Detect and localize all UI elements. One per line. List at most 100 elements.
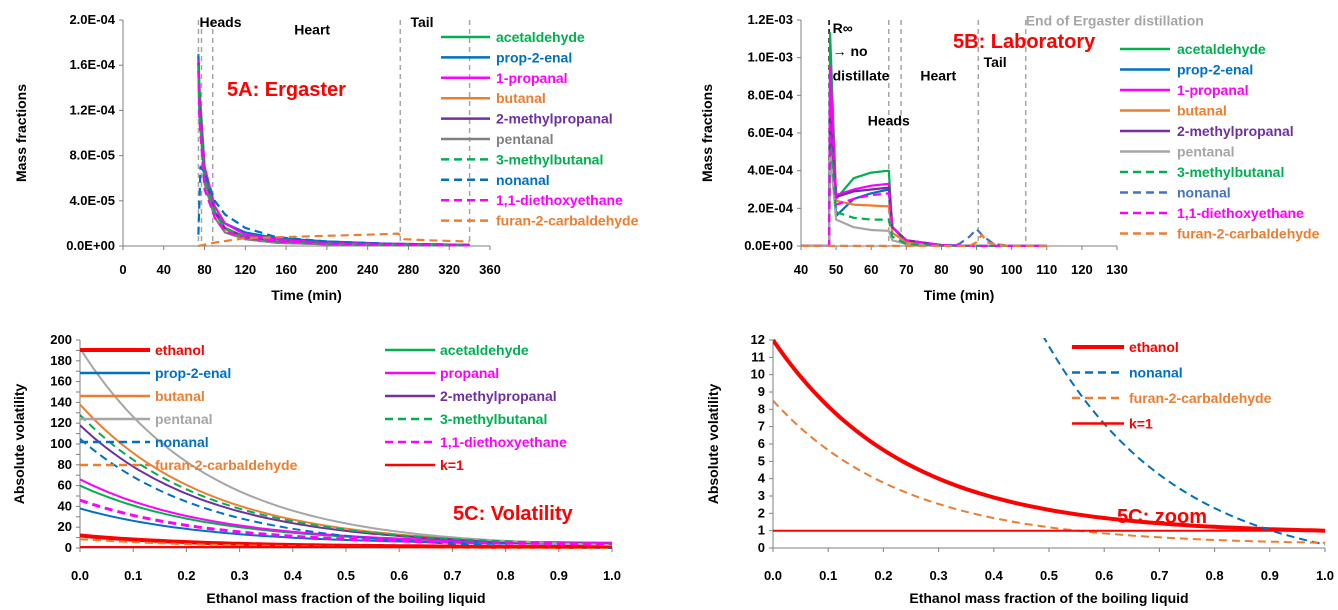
x-tick-label: 160 — [275, 262, 297, 277]
x-tick-label: 0 — [119, 262, 126, 277]
x-tick-label: 0.1 — [124, 568, 142, 583]
x-tick-label: 0.9 — [550, 568, 568, 583]
x-tick-label: 130 — [1106, 262, 1128, 277]
y-tick-label: 0.0E+00 — [744, 238, 793, 253]
legend-label-pentanal: pentanal — [155, 411, 213, 427]
y-tick-label: 8.0E-04 — [747, 87, 793, 102]
x-tick-label: 90 — [969, 262, 983, 277]
x-tick-label: 0.2 — [874, 568, 892, 583]
legend-label-furan-2-carbaldehyde: furan-2-carbaldehyde — [1177, 226, 1320, 242]
legend-label-prop-2-enal: prop-2-enal — [1177, 62, 1253, 78]
x-axis-label: Time (min) — [271, 287, 342, 303]
chart-title: 5C: zoom — [1117, 506, 1207, 528]
y-tick-label: 1.0E-03 — [747, 50, 793, 65]
chart-title: 5B: Laboratory — [953, 31, 1096, 53]
legend-label-3-methylbutanal: 3-methylbutanal — [440, 411, 547, 427]
y-tick-label: 0 — [758, 540, 765, 555]
y-tick-label: 140 — [50, 394, 72, 409]
x-tick-label: 280 — [398, 262, 420, 277]
legend-label-acetaldehyde: acetaldehyde — [496, 29, 585, 45]
y-tick-label: 1.6E-04 — [69, 57, 115, 72]
x-tick-label: 0.8 — [1206, 568, 1224, 583]
y-tick-label: 1.2E-03 — [747, 12, 793, 27]
y-tick-label: 80 — [58, 457, 72, 472]
x-tick-label: 120 — [234, 262, 256, 277]
x-tick-label: 80 — [934, 262, 948, 277]
x-tick-label: 0.2 — [177, 568, 195, 583]
chart-title: 5C: Volatility — [453, 503, 574, 525]
legend-label-k-1: k=1 — [1129, 416, 1153, 432]
y-axis-label: Absolute volatility — [11, 384, 27, 505]
x-tick-label: 110 — [1036, 262, 1057, 277]
series-line-furan-2-carbaldehyde — [773, 400, 1325, 544]
series-line-3-methylbutanal — [801, 131, 1047, 247]
y-tick-label: 180 — [50, 353, 72, 368]
series-line-furan-2-carbaldehyde — [801, 233, 1047, 247]
panel-5a-ergaster: 0.0E+00 4.0E-05 8.0E-05 1.2E-04 1.6E-04 2.0E-… — [13, 12, 639, 303]
legend-label-k-1: k=1 — [440, 457, 464, 473]
legend-label-furan-2-carbaldehyde: furan-2-carbaldehyde — [155, 457, 298, 473]
panel-5b-laboratory: 0.0E+00 2.0E-04 4.0E-04 6.0E-04 8.0E-04 1.0E-… — [699, 12, 1320, 303]
legend-label-butanal: butanal — [155, 388, 205, 404]
series-line-1-1-diethoxyethane — [80, 498, 612, 546]
legend-label-1-propanal: 1-propanal — [496, 70, 568, 86]
panel-5c-volatility: 0 20 40 60 80 100 120 140 160 180 200 0.0 0.1 0.2 0.3 0… — [11, 332, 621, 606]
x-tick-label: 0.7 — [1150, 568, 1168, 583]
series-line-pentanal — [801, 150, 1047, 247]
x-tick-label: 60 — [864, 262, 878, 277]
legend-label-acetaldehyde: acetaldehyde — [1177, 41, 1266, 57]
y-tick-label: 20 — [58, 519, 72, 534]
y-tick-label: 12 — [751, 332, 765, 347]
legend-label-prop-2-enal: prop-2-enal — [155, 365, 231, 381]
x-tick-label: 0.6 — [1095, 568, 1113, 583]
x-tick-label: 0.4 — [985, 568, 1004, 583]
annotation-distillate: distillate — [833, 67, 890, 83]
legend-label-ethanol: ethanol — [1129, 339, 1179, 355]
y-tick-label: 0 — [65, 540, 72, 555]
annotation-heart: Heart — [294, 22, 330, 38]
series-line-prop-2-enal — [801, 109, 1047, 247]
x-tick-label: 0.5 — [337, 568, 355, 583]
plot-area — [197, 53, 470, 247]
series-line-1-propanal — [801, 66, 1047, 247]
x-tick-label: 240 — [357, 262, 379, 277]
legend-label-ethanol: ethanol — [155, 342, 205, 358]
x-tick-label: 120 — [1071, 262, 1093, 277]
legend-label-furan-2-carbaldehyde: furan-2-carbaldehyde — [1129, 390, 1272, 406]
x-tick-label: 0.9 — [1261, 568, 1279, 583]
y-tick-label: 2 — [758, 505, 765, 520]
plot-area — [773, 338, 1325, 546]
x-tick-label: 0.5 — [1040, 568, 1058, 583]
y-axis-label: Mass fractions — [13, 84, 29, 182]
x-axis-label: Time (min) — [924, 287, 995, 303]
legend-label-acetaldehyde: acetaldehyde — [440, 342, 529, 358]
x-tick-label: 0.3 — [930, 568, 948, 583]
x-tick-label: 40 — [794, 262, 808, 277]
plot-area — [801, 32, 1047, 247]
annotation-tail: Tail — [984, 54, 1007, 70]
annotation-no: → no — [833, 43, 868, 59]
y-tick-label: 0.0E+00 — [66, 238, 115, 253]
y-tick-label: 4.0E-05 — [69, 193, 115, 208]
legend-label-furan-2-carbaldehyde: furan-2-carbaldehyde — [496, 213, 639, 229]
y-tick-label: 2.0E-04 — [69, 12, 115, 27]
y-tick-label: 60 — [58, 478, 72, 493]
y-tick-label: 11 — [751, 349, 765, 364]
x-tick-label: 40 — [157, 262, 171, 277]
annotation-end-of-ergaster-distillation: End of Ergaster distillation — [1026, 13, 1204, 29]
series-line-1-1-diethoxyethane — [197, 70, 470, 247]
x-axis-label: Ethanol mass fraction of the boiling liq… — [909, 590, 1188, 606]
y-tick-label: 160 — [50, 374, 72, 389]
series-line-furan-2-carbaldehyde — [198, 232, 470, 247]
y-tick-label: 8.0E-05 — [69, 148, 115, 163]
legend-label-propanal: propanal — [440, 365, 499, 381]
y-tick-label: 120 — [50, 415, 72, 430]
legend-label-pentanal: pentanal — [1177, 144, 1235, 160]
legend-label-butanal: butanal — [1177, 103, 1227, 119]
annotation-tail: Tail — [410, 14, 433, 30]
series-line-2-methylpropanal — [801, 113, 1047, 247]
legend-label-1-1-diethoxyethane: 1,1-diethoxyethane — [440, 434, 567, 450]
legend-label-1-propanal: 1-propanal — [1177, 82, 1249, 98]
x-tick-label: 1.0 — [603, 568, 621, 583]
